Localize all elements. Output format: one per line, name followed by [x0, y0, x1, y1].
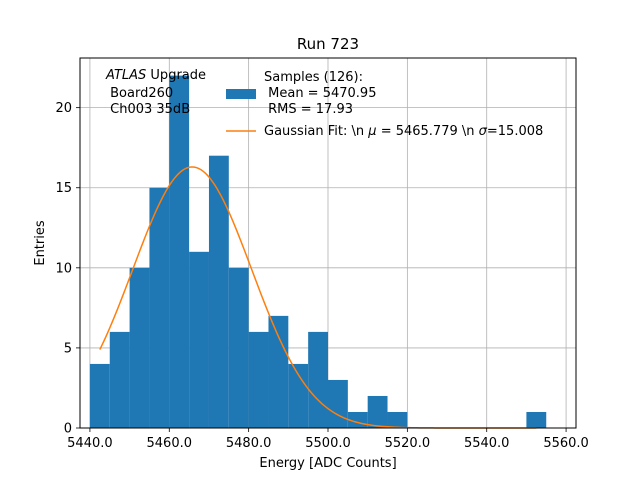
legend: Samples (126): Mean = 5470.95 RMS = 17.9… — [226, 70, 543, 139]
histogram-bar — [387, 411, 408, 428]
y-axis-label: Entries — [33, 220, 48, 266]
histogram-bar — [288, 363, 309, 428]
histogram-bar — [89, 363, 110, 428]
y-tick-label: 5 — [64, 341, 72, 356]
annotation-line-3: Ch003 35dB — [106, 102, 190, 117]
legend-samples-line-2: Mean = 5470.95 — [264, 86, 376, 101]
histogram-bar — [248, 331, 269, 428]
histogram-bar — [367, 395, 388, 428]
x-axis-ticks: 5440.0 5460.0 5480.0 5500.0 5520.0 5540.0 5560… — [67, 428, 589, 451]
y-tick-label: 20 — [55, 101, 72, 116]
histogram-bar — [109, 331, 130, 428]
histogram-bar — [268, 315, 289, 428]
histogram-bar — [169, 75, 190, 428]
legend-fit-label: Gaussian Fit: \n μ = 5465.779 \n σ=15.00… — [264, 124, 543, 139]
x-tick-label: 5520.0 — [385, 436, 431, 451]
x-tick-label: 5440.0 — [67, 436, 113, 451]
legend-samples-line-1: Samples (126): — [264, 70, 363, 85]
y-tick-label: 0 — [64, 422, 72, 437]
histogram-bar — [149, 187, 170, 428]
chart-title: Run 723 — [297, 35, 359, 53]
annotation-line-1: ATLAS Upgrade — [105, 68, 206, 83]
histogram-bar — [208, 155, 229, 428]
legend-samples-line-3: RMS = 17.93 — [264, 102, 353, 117]
x-tick-label: 5460.0 — [147, 436, 193, 451]
y-tick-label: 10 — [55, 261, 72, 276]
x-tick-label: 5540.0 — [464, 436, 510, 451]
annotation-line-2: Board260 — [106, 86, 173, 101]
y-axis-ticks: 0 5 10 15 20 — [55, 101, 80, 437]
y-tick-label: 15 — [55, 181, 72, 196]
histogram-bar — [129, 267, 150, 428]
histogram-bar — [308, 331, 328, 428]
histogram-bar — [526, 411, 547, 428]
legend-samples-swatch — [226, 89, 256, 99]
histogram-bar — [228, 267, 249, 428]
x-tick-label: 5560.0 — [543, 436, 589, 451]
histogram-bars — [89, 75, 547, 428]
histogram-bar — [189, 251, 209, 428]
histogram-bar — [328, 379, 348, 428]
x-tick-label: 5480.0 — [226, 436, 272, 451]
atlas-annotation: ATLAS Upgrade Board260 Ch003 35dB — [105, 68, 206, 117]
x-axis-label: Energy [ADC Counts] — [259, 456, 396, 471]
x-tick-label: 5500.0 — [305, 436, 351, 451]
